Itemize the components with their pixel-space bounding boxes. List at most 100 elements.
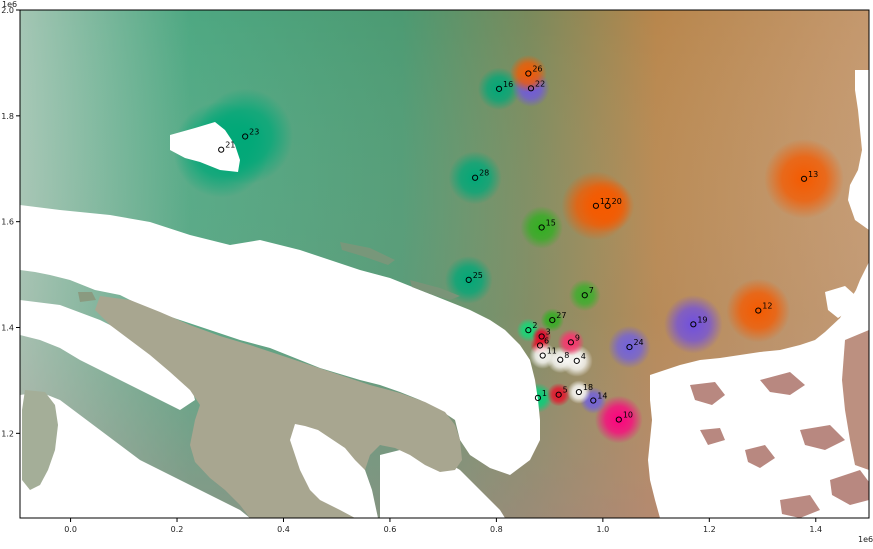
influence-glow	[594, 395, 643, 444]
site-label: 16	[503, 80, 513, 89]
site-label: 21	[225, 141, 235, 150]
site-marker[interactable]	[527, 85, 535, 92]
site-marker[interactable]	[549, 316, 556, 324]
site-marker[interactable]	[604, 202, 611, 209]
x-tick-label: 1.2	[703, 525, 716, 534]
influence-glow	[568, 279, 601, 312]
site-marker[interactable]	[567, 339, 575, 346]
influence-glow	[540, 308, 564, 332]
anatolia-coast	[842, 330, 869, 470]
site-label: 2	[532, 321, 537, 330]
influence-glow	[509, 54, 547, 93]
site-marker[interactable]	[525, 70, 532, 77]
influence-glow	[448, 151, 502, 205]
site-marker[interactable]	[690, 321, 697, 328]
gargano	[78, 292, 96, 302]
site-marker[interactable]	[590, 397, 597, 404]
site-label: 19	[697, 315, 707, 324]
site-marker[interactable]	[218, 146, 225, 153]
y-tick-label: 1.8	[1, 112, 14, 121]
site-marker[interactable]	[755, 307, 762, 314]
aegean-island-3	[745, 445, 775, 468]
marker-layer: 1234567891011121314151617181920212223242…	[218, 65, 818, 423]
site-marker[interactable]	[592, 202, 600, 209]
ionian-sea	[20, 392, 250, 518]
site-marker[interactable]	[538, 224, 545, 231]
site-label: 25	[473, 271, 483, 280]
influence-glow	[557, 329, 585, 356]
y-tick-label: 1.6	[1, 218, 14, 227]
x-tick-label: 0.6	[384, 525, 397, 534]
site-label: 8	[564, 351, 569, 360]
site-label: 15	[546, 218, 556, 227]
kvarner-sea	[170, 122, 240, 172]
y-axis: 1.2 1.4 1.6 1.8 2.0	[1, 6, 20, 438]
site-marker[interactable]	[534, 394, 542, 401]
glow-layer	[173, 54, 844, 444]
site-label: 22	[535, 79, 545, 88]
italy-peninsula	[95, 296, 462, 518]
influence-glow	[581, 179, 635, 233]
x-tick-label: 0.0	[64, 525, 77, 534]
y-axis-multiplier: 1e6	[2, 0, 17, 9]
site-marker[interactable]	[536, 342, 544, 349]
land-regions	[22, 242, 869, 518]
site-marker[interactable]	[242, 133, 249, 140]
site-label: 11	[547, 347, 557, 356]
site-marker[interactable]	[626, 343, 633, 351]
bosporus-area	[825, 286, 855, 318]
influence-glow	[529, 342, 557, 369]
site-marker[interactable]	[555, 391, 562, 398]
site-marker[interactable]	[495, 85, 503, 92]
site-marker[interactable]	[538, 333, 545, 340]
site-label: 6	[544, 336, 549, 345]
influence-glow	[444, 255, 493, 304]
x-axis-multiplier: 1e6	[858, 535, 873, 544]
site-marker[interactable]	[539, 352, 546, 359]
lower-ionian	[380, 450, 505, 518]
aegean-island-1	[690, 382, 725, 405]
aegean-island-2	[760, 372, 805, 395]
x-tick-label: 0.8	[490, 525, 503, 534]
aegean-island-4	[800, 425, 845, 450]
influence-glow	[726, 278, 791, 343]
aegean-island-6	[830, 470, 869, 505]
site-label: 4	[581, 352, 586, 361]
aegean-island-5	[700, 428, 725, 445]
site-marker[interactable]	[575, 388, 583, 396]
tyrrhenian-sea	[20, 300, 195, 410]
influence-glow	[664, 295, 723, 354]
site-label: 26	[532, 65, 542, 74]
map-plot-area: 1234567891011121314151617181920212223242…	[20, 10, 869, 518]
site-label: 27	[556, 311, 566, 320]
site-marker[interactable]	[472, 174, 479, 181]
y-tick-label: 1.4	[1, 324, 14, 333]
site-marker[interactable]	[525, 327, 532, 334]
influence-glow	[477, 67, 521, 111]
influence-glow	[764, 138, 844, 219]
dalmatian-island-1	[340, 242, 395, 265]
influence-glow	[520, 206, 563, 249]
influence-glow	[608, 325, 651, 369]
site-label: 3	[546, 327, 551, 336]
site-marker[interactable]	[557, 356, 564, 363]
adriatic-sea	[20, 205, 540, 475]
y-tick-label: 2.0	[1, 6, 14, 15]
site-marker[interactable]	[465, 276, 472, 283]
x-tick-label: 0.2	[171, 525, 184, 534]
site-marker[interactable]	[581, 292, 588, 299]
site-label: 23	[249, 127, 259, 136]
site-label: 20	[612, 197, 622, 206]
site-label: 9	[575, 333, 580, 342]
site-marker[interactable]	[800, 175, 808, 182]
site-label: 7	[589, 286, 594, 295]
site-label: 18	[583, 383, 593, 392]
aegean-island-7	[780, 495, 820, 518]
site-marker[interactable]	[615, 416, 622, 423]
x-tick-label: 0.4	[277, 525, 290, 534]
site-marker[interactable]	[573, 357, 580, 364]
y-tick-label: 1.2	[1, 429, 14, 438]
influence-glow	[567, 380, 591, 404]
x-tick-label: 1.0	[596, 525, 609, 534]
